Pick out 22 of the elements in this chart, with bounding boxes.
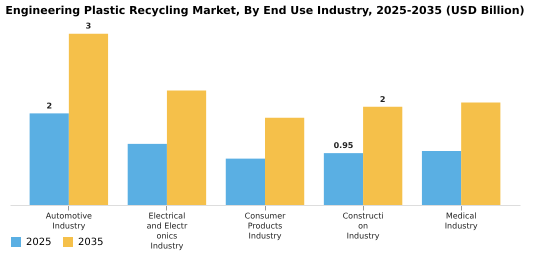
bar <box>324 153 364 205</box>
x-tick-label: Consumer Products Industry <box>244 212 286 240</box>
x-tick-label: Constructi on Industry <box>342 212 384 240</box>
data-label: 0.95 <box>334 141 354 150</box>
data-label: 2 <box>380 94 386 104</box>
bar <box>422 150 462 205</box>
bar <box>30 113 69 205</box>
x-tick-label: Automotive Industry <box>46 212 92 230</box>
bar <box>363 106 402 205</box>
bar <box>226 158 265 205</box>
x-tick-label: Electrical and Electr onics Industry <box>146 212 188 250</box>
bar <box>265 118 304 205</box>
data-label: 2 <box>46 101 52 110</box>
bar <box>166 90 206 205</box>
bar <box>461 102 500 205</box>
legend-label: 2025 <box>26 237 52 248</box>
legend-label: 2035 <box>78 237 104 248</box>
chart-title: Engineering Plastic Recycling Market, By End Use Industry, 2025-2035 (USD Billion) <box>5 4 525 17</box>
bar <box>128 144 167 205</box>
x-tick-label: Medical Industry <box>444 212 478 230</box>
data-label: 3 <box>86 22 92 31</box>
bar <box>68 34 108 205</box>
